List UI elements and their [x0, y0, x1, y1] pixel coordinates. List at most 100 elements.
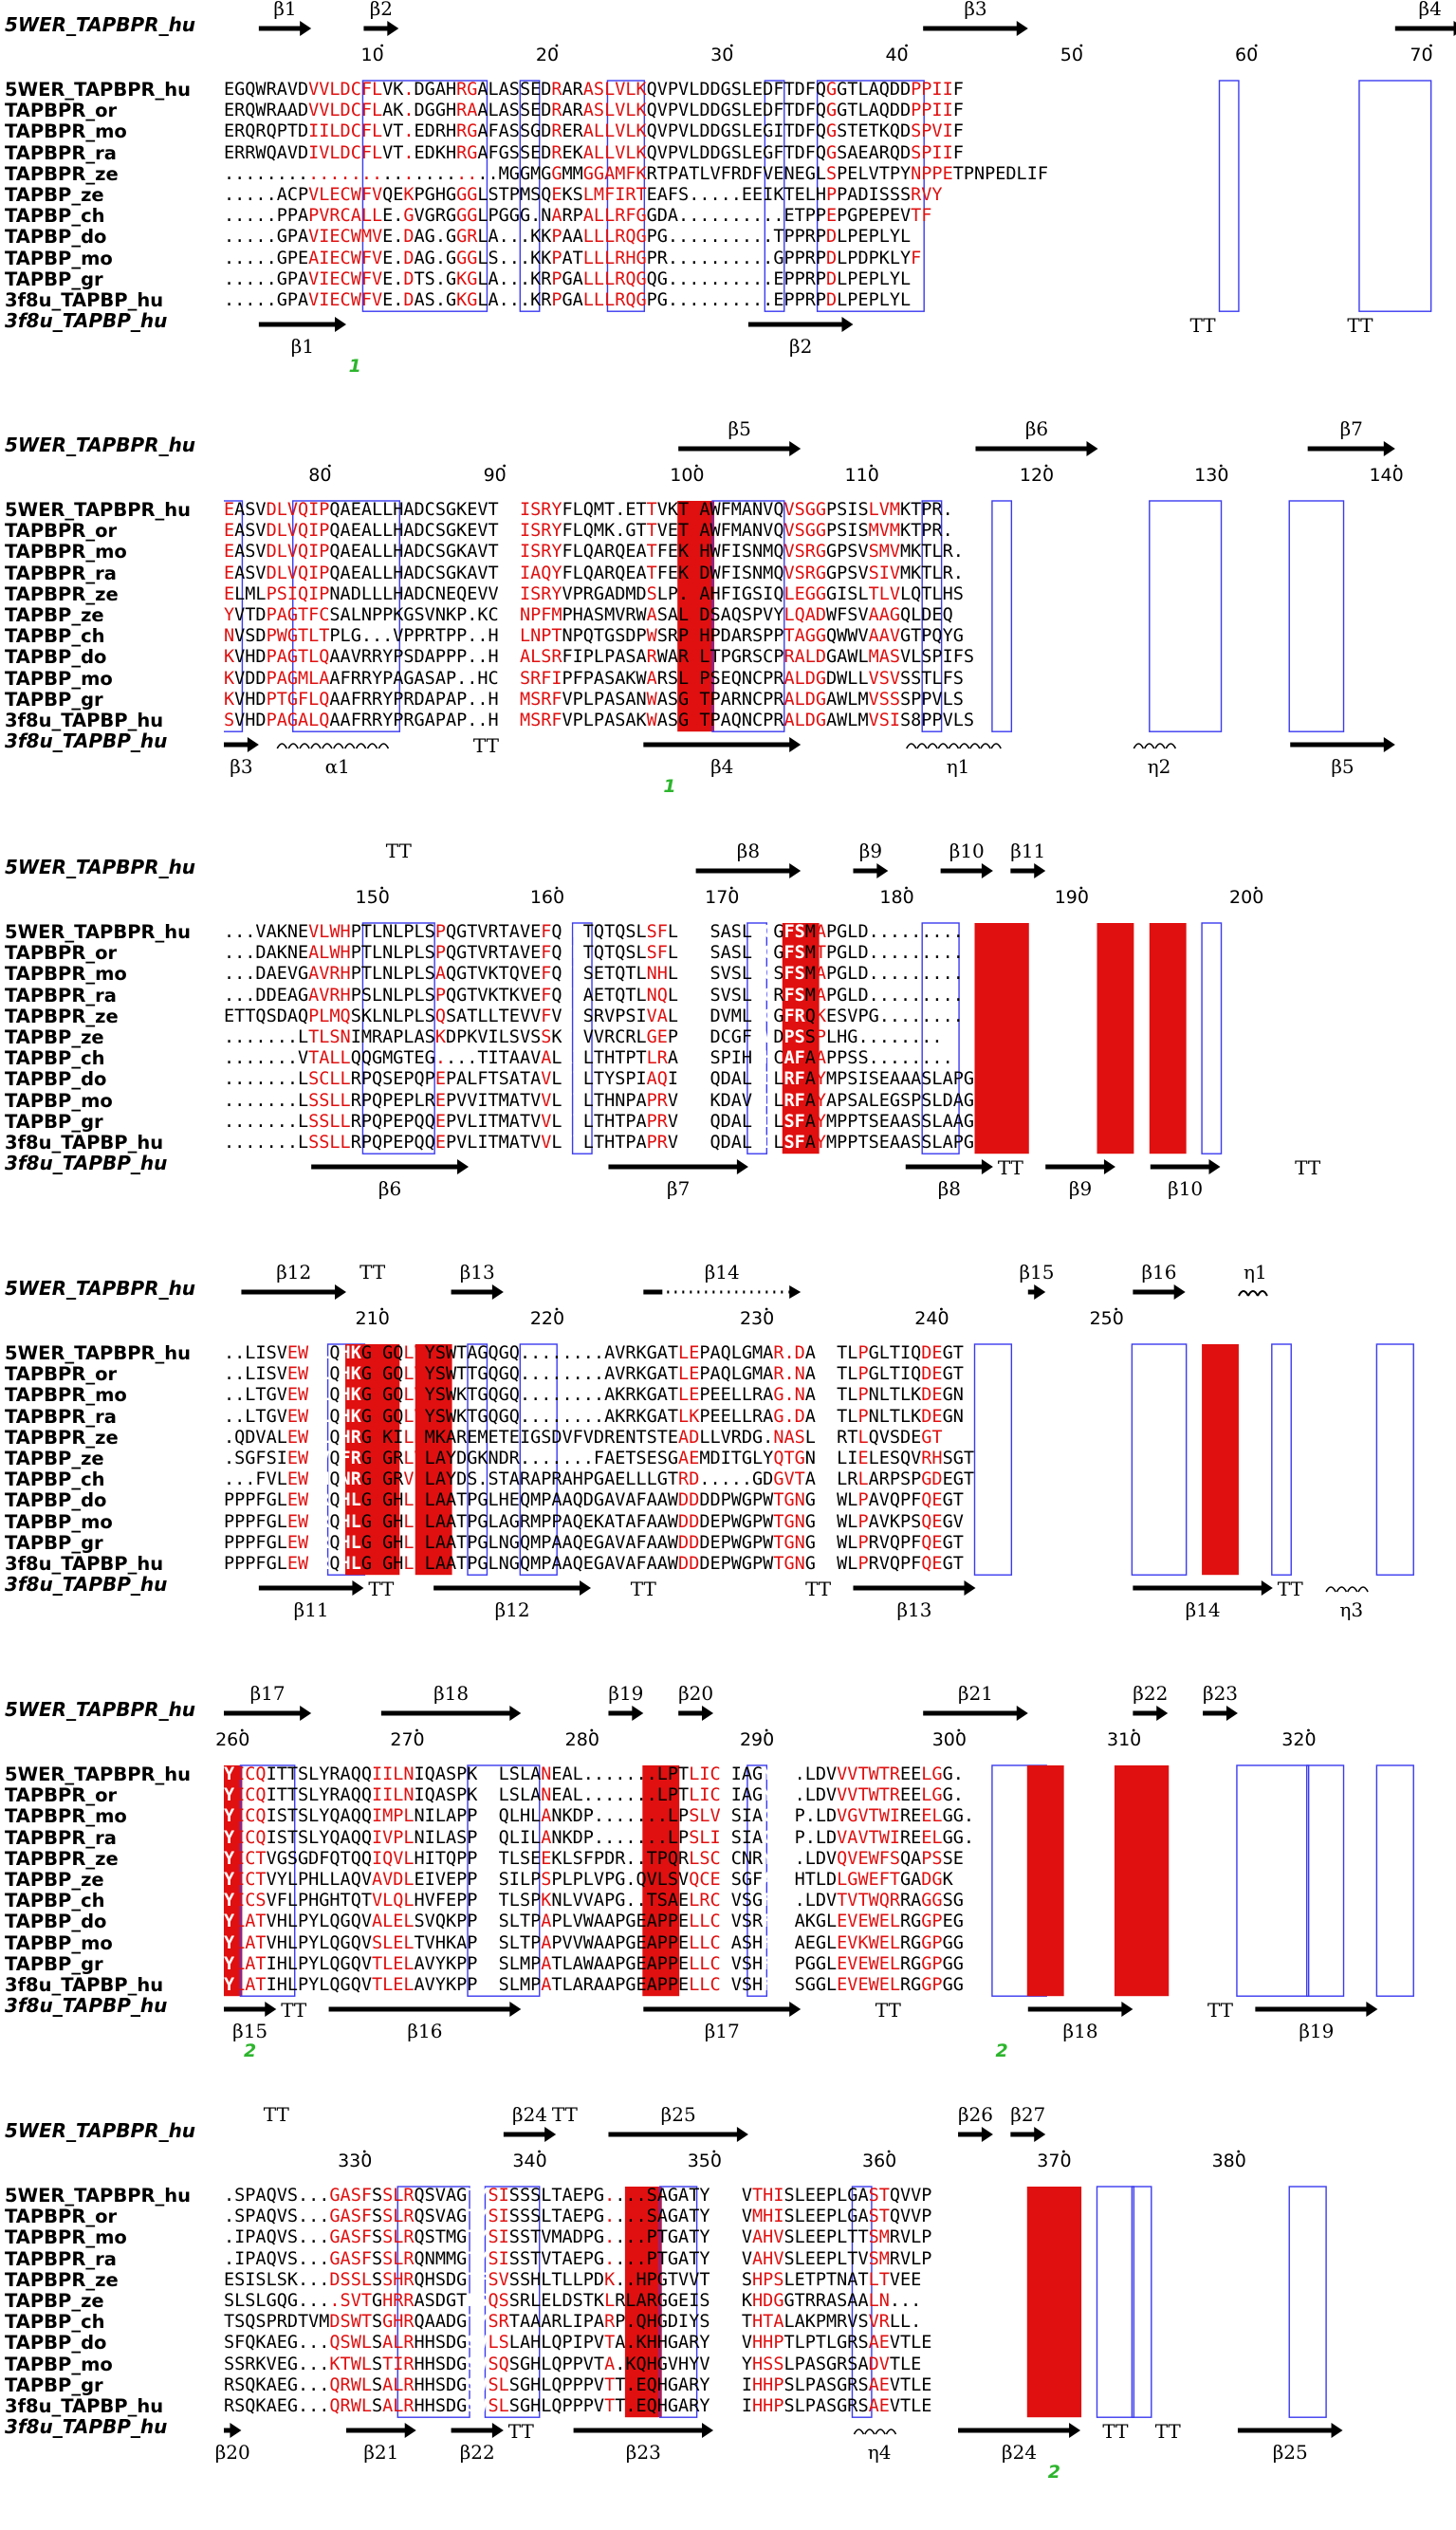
ss-label: β23	[626, 2441, 661, 2464]
similar-column-box	[746, 1764, 768, 1997]
ss-label: β17	[250, 1682, 286, 1705]
sequence-name: 3f8u_TAPBP_hu	[5, 2395, 164, 2417]
sequence-row: YICQISTSLYQAQQIVPLNILASPKVQLILANKDP.....…	[224, 1827, 974, 1848]
helix-coil	[366, 743, 378, 749]
similar-column-box	[396, 2186, 470, 2418]
ss-label: β20	[215, 2441, 250, 2464]
residue-tick	[712, 2150, 716, 2153]
residue-number: 110	[845, 465, 879, 486]
sequence-name: TAPBP_gr	[5, 688, 103, 711]
turn-label: TT	[631, 1578, 657, 1600]
similar-column-box	[467, 1343, 488, 1576]
similar-column-box	[1201, 922, 1223, 1154]
sequence-name: TAPBP_ze	[5, 2290, 104, 2312]
beta-strand-arrowhead	[404, 2423, 416, 2439]
residue-number: 190	[1055, 887, 1089, 908]
residue-number: 140	[1369, 465, 1403, 486]
sequence-name: TAPBPR_ze	[5, 2268, 119, 2291]
residue-number: 320	[1281, 1729, 1316, 1750]
alignment-block: 5WER_TAPBPR_hu β12 TT β13 β14 β15 β16 η1 210 220 2…	[0, 1261, 1456, 1681]
turn-label: TT	[473, 734, 500, 757]
residue-number: 290	[740, 1729, 774, 1750]
sequence-row: YICSVFLPHGHTQTVLQLHVFEPPKVTLSPKNLVVAPG..…	[224, 1891, 964, 1911]
similar-column-box	[973, 1343, 1013, 1576]
sequence-name: 5WER_TAPBPR_hu	[5, 79, 192, 101]
sequence-row: EASVDLVQIPQAEALLHADCSGKAVTCEISRYFLQARQEA…	[224, 542, 964, 563]
sequence-row: ..LISVEWRLQHKGRGQLVYSWTTGQGQ........AVRK…	[224, 1364, 964, 1385]
beta-strand-arrowhead	[789, 863, 802, 878]
beta-strand-arrowhead	[789, 1285, 802, 1299]
bottom-structure-label: 3f8u_TAPBP_hu	[5, 729, 168, 753]
sequence-row: .QDVALEWRLQHRGRKILDMKAREMETEIGSDVFVDRENT…	[224, 1427, 943, 1448]
sequence-row: KVHDPTGFLQAAFRRYPRDAPAP..HCEMSRFVPLPASAN…	[224, 689, 964, 710]
beta-strand-arrowhead	[335, 1284, 347, 1300]
beta-strand-arrowhead	[632, 1706, 644, 1721]
sequence-name: TAPBP_mo	[5, 667, 113, 690]
similar-column-box	[1149, 500, 1223, 732]
residue-tick	[1062, 2150, 1065, 2153]
helix-coil	[937, 743, 949, 749]
sequence-name: TAPBP_do	[5, 1489, 107, 1512]
similar-column-box	[361, 922, 435, 1154]
disulfide-label: 2	[1048, 2462, 1060, 2483]
residue-tick	[1079, 44, 1083, 47]
ss-label: β14	[1186, 1598, 1221, 1621]
beta-strand-arrowhead	[1173, 1284, 1186, 1300]
ss-label: α1	[325, 755, 350, 778]
turn-label: TT	[508, 2420, 535, 2443]
helix-coil	[916, 743, 928, 749]
sequence-row: .IPAQVS...GASFSSLRQNMMGTYSISSTVTAEPG....…	[224, 2248, 932, 2269]
alignment-block: 5WER_TAPBPR_hu TT β24 TT β25 β26 β27 330 340 350 3…	[0, 2103, 1456, 2523]
sequence-name: TAPBP_gr	[5, 1531, 103, 1554]
similar-column-box	[921, 922, 960, 1154]
beta-strand-arrowhead	[876, 863, 889, 878]
similar-column-box	[1236, 1764, 1310, 1997]
residue-tick	[905, 44, 908, 47]
sequence-row: ..........................MGGMGGMMGGAMFK…	[224, 163, 1048, 184]
top-structure-label: 5WER_TAPBPR_hu	[5, 1277, 196, 1300]
beta-strand-arrowhead	[1034, 863, 1046, 878]
ss-label: β21	[958, 1682, 993, 1705]
conserved-column	[1149, 923, 1187, 1154]
sequence-alignment: .SPAQVS...GASFSSLRQSVAGTYSISSSLTAEPG....…	[224, 2186, 1447, 2418]
sequence-name: TAPBPR_or	[5, 520, 118, 543]
helix-coil	[276, 743, 288, 749]
sequence-alignment: EASVDLVQIPQAEALLHADCSGKEVTCEISRYFLQMT.ET…	[224, 500, 1447, 732]
residue-number: 370	[1037, 2151, 1071, 2171]
ss-label: β9	[859, 840, 882, 862]
conserved-column	[1202, 1344, 1239, 1576]
sequence-row: SLSLGQG....SVTGHRRASDGTFSQSSRLELDSTKLRLA…	[224, 2291, 922, 2311]
ss-label: β7	[667, 1177, 690, 1200]
residue-number: 330	[338, 2151, 372, 2171]
beta-strand-arrowhead	[230, 2423, 242, 2439]
disulfide-label: 1	[663, 776, 675, 797]
sequence-row: PPPFGLEWRRQHLGKGHLLLAATPGLHEQMPAAQDGAVAF…	[224, 1490, 964, 1511]
sequence-row: ...FVLEWRHQNRGAGRVLLAYDS.STARAPRAHPGAELL…	[224, 1469, 974, 1490]
sequence-name: 5WER_TAPBPR_hu	[5, 2185, 192, 2207]
residue-number: 90	[484, 465, 507, 486]
beta-strand-arrowhead	[981, 2127, 993, 2142]
turn-label: TT	[875, 1999, 902, 2022]
similar-column-box	[292, 500, 401, 732]
ss-label: TT	[264, 2103, 290, 2126]
sequence-row: RSQKAEG...QRWLSALRHHSDGSVSLSGHLQPPPVTT.E…	[224, 2374, 932, 2395]
sequence-name: TAPBPR_mo	[5, 1384, 127, 1407]
top-structure-label: 5WER_TAPBPR_hu	[5, 856, 196, 878]
bottom-structure-label: 3f8u_TAPBP_hu	[5, 1994, 168, 2018]
sequence-name: TAPBP_mo	[5, 1089, 113, 1112]
sequence-name: TAPBP_ze	[5, 1448, 104, 1469]
sequence-row: .......LSCLLRPQSEPQPEPALFTSATAVLTVLTYSPI…	[224, 1069, 974, 1090]
sequence-name: TAPBPR_mo	[5, 963, 127, 986]
residue-tick	[1237, 2150, 1241, 2153]
sequence-row: .....ACPVLECWFVQEKPGHGGGLSTPMSQEKSLMFIRT…	[224, 185, 943, 205]
ss-label: β2	[789, 335, 812, 358]
sequence-row: .......LSSLLRPQPEPQQEPVLITMATVVLTVLTHTPA…	[224, 1133, 974, 1153]
ss-label: β12	[276, 1261, 311, 1283]
residue-tick	[1115, 1307, 1118, 1311]
bottom-secondary-structure: β6 β7 β8 TT β9 β10 TT	[224, 1156, 1447, 1241]
sequence-row: YLATIHLPYLQGQVTLELAVYKPPKVSLMPATLARAAPGE…	[224, 1975, 964, 1995]
beta-strand-arrowhead	[1016, 21, 1028, 36]
similar-column-box	[1218, 80, 1240, 312]
sequence-name: TAPBPR_ze	[5, 1005, 119, 1027]
similar-column-box	[1271, 1343, 1292, 1576]
